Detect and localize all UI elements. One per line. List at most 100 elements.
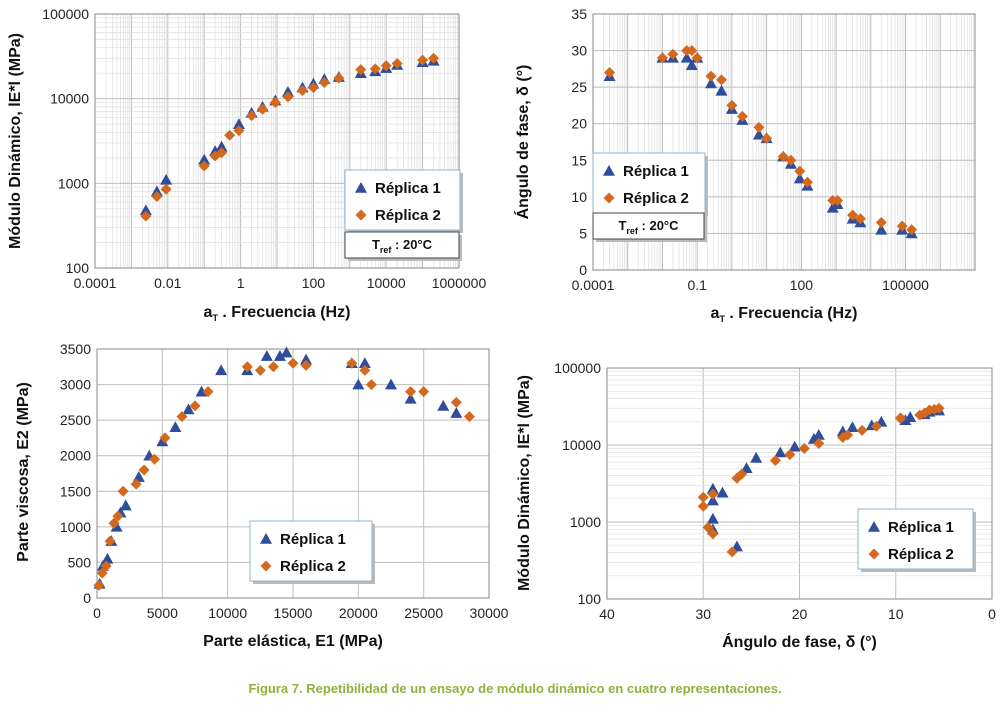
legend-marker [355,182,367,193]
series-2 [140,52,440,222]
y-tick-label: 10000 [562,437,601,453]
legend-label: Réplica 1 [375,180,441,197]
y-tick-label: 0 [83,590,91,606]
x-tick-label: 10000 [208,605,247,621]
y-tick-label: 0 [579,262,587,278]
data-point [198,153,211,165]
y-tick-label: 1000 [570,514,601,530]
x-tick-label: 40 [599,606,615,622]
data-point [832,195,844,207]
data-point [812,428,825,440]
data-point [450,396,462,408]
data-point [785,154,797,166]
legend: Réplica 1 Réplica 2 [344,169,463,233]
legend-box [249,520,373,582]
data-point [846,421,859,433]
y-tick-label: 2500 [60,412,91,428]
data-point [933,402,945,414]
data-point [300,359,312,371]
data-point [96,567,108,579]
data-point [463,411,475,423]
data-point [241,361,253,373]
data-point [813,437,825,449]
data-point [697,491,709,503]
data-point [233,125,245,137]
data-point [736,468,748,480]
x-axis-label: aT . Frecuencia (Hz) [204,304,351,323]
legend: Réplica 1 Réplica 2 [857,508,976,572]
tref-text: Tref : 20°C [618,218,679,236]
legend: Réplica 1 Réplica 2 [592,152,708,216]
data-point [753,121,765,133]
data-point [287,357,299,369]
plot-area [94,13,460,269]
y-tick-label: 500 [68,554,92,570]
data-point [156,435,169,447]
data-point [104,535,116,547]
legend-marker [260,560,272,572]
data-point [260,350,273,361]
data-point [358,357,371,369]
data-point [715,84,728,96]
data-point [726,546,738,558]
legend-label: Réplica 2 [375,207,441,224]
data-point [752,128,765,140]
data-point [706,512,719,524]
data-point [139,204,152,216]
x-tick-label: 100 [790,277,814,293]
data-point [333,72,345,84]
data-point [801,176,813,188]
plot-area [96,348,490,599]
data-point [246,110,258,122]
data-point [706,482,719,494]
plot-area [606,367,993,600]
data-point [784,449,796,461]
x-tick-label: 1000000 [432,275,487,291]
y-tick-label: 10000 [50,91,89,107]
data-point [391,58,403,70]
data-point [793,172,806,184]
data-point [871,420,882,432]
y-tick-label: 100 [578,591,602,607]
data-point [169,421,182,433]
y-tick-label: 15 [571,152,587,168]
data-point [182,403,195,415]
data-point [100,560,112,572]
data-point [160,183,172,195]
data-point [450,407,463,418]
legend-label: Réplica 2 [623,190,689,207]
series-2 [93,357,475,591]
data-point [437,399,450,411]
legend-box [592,152,706,214]
data-point [119,499,132,511]
x-tick-label: 25000 [404,605,443,621]
x-tick-label: 5000 [147,605,178,621]
data-point [761,132,773,144]
data-point [705,77,718,89]
x-axis-label: Ángulo de fase, δ (°) [722,632,877,651]
data-point [101,552,114,564]
data-point [93,579,105,591]
x-tick-label: 1 [237,275,245,291]
annotation-box [344,231,460,259]
data-point [854,213,866,225]
y-tick-label: 1000 [58,175,89,191]
data-point [875,223,888,235]
data-point [896,220,908,232]
data-point [685,59,698,70]
data-point [428,52,440,64]
data-point [418,386,430,398]
data-point [273,350,286,361]
x-axis-label: aT . Frecuencia (Hz) [711,305,858,324]
data-point [798,443,810,455]
y-tick-label: 5 [579,225,587,241]
legend-marker [603,192,615,204]
y-tick-label: 35 [571,6,587,22]
data-point [112,510,124,522]
y-axis-label: Módulo Dinámico, lE*l (MPa) [516,375,533,591]
data-point [604,67,616,79]
data-point [697,500,709,512]
data-point [198,160,210,172]
data-point [380,60,392,72]
